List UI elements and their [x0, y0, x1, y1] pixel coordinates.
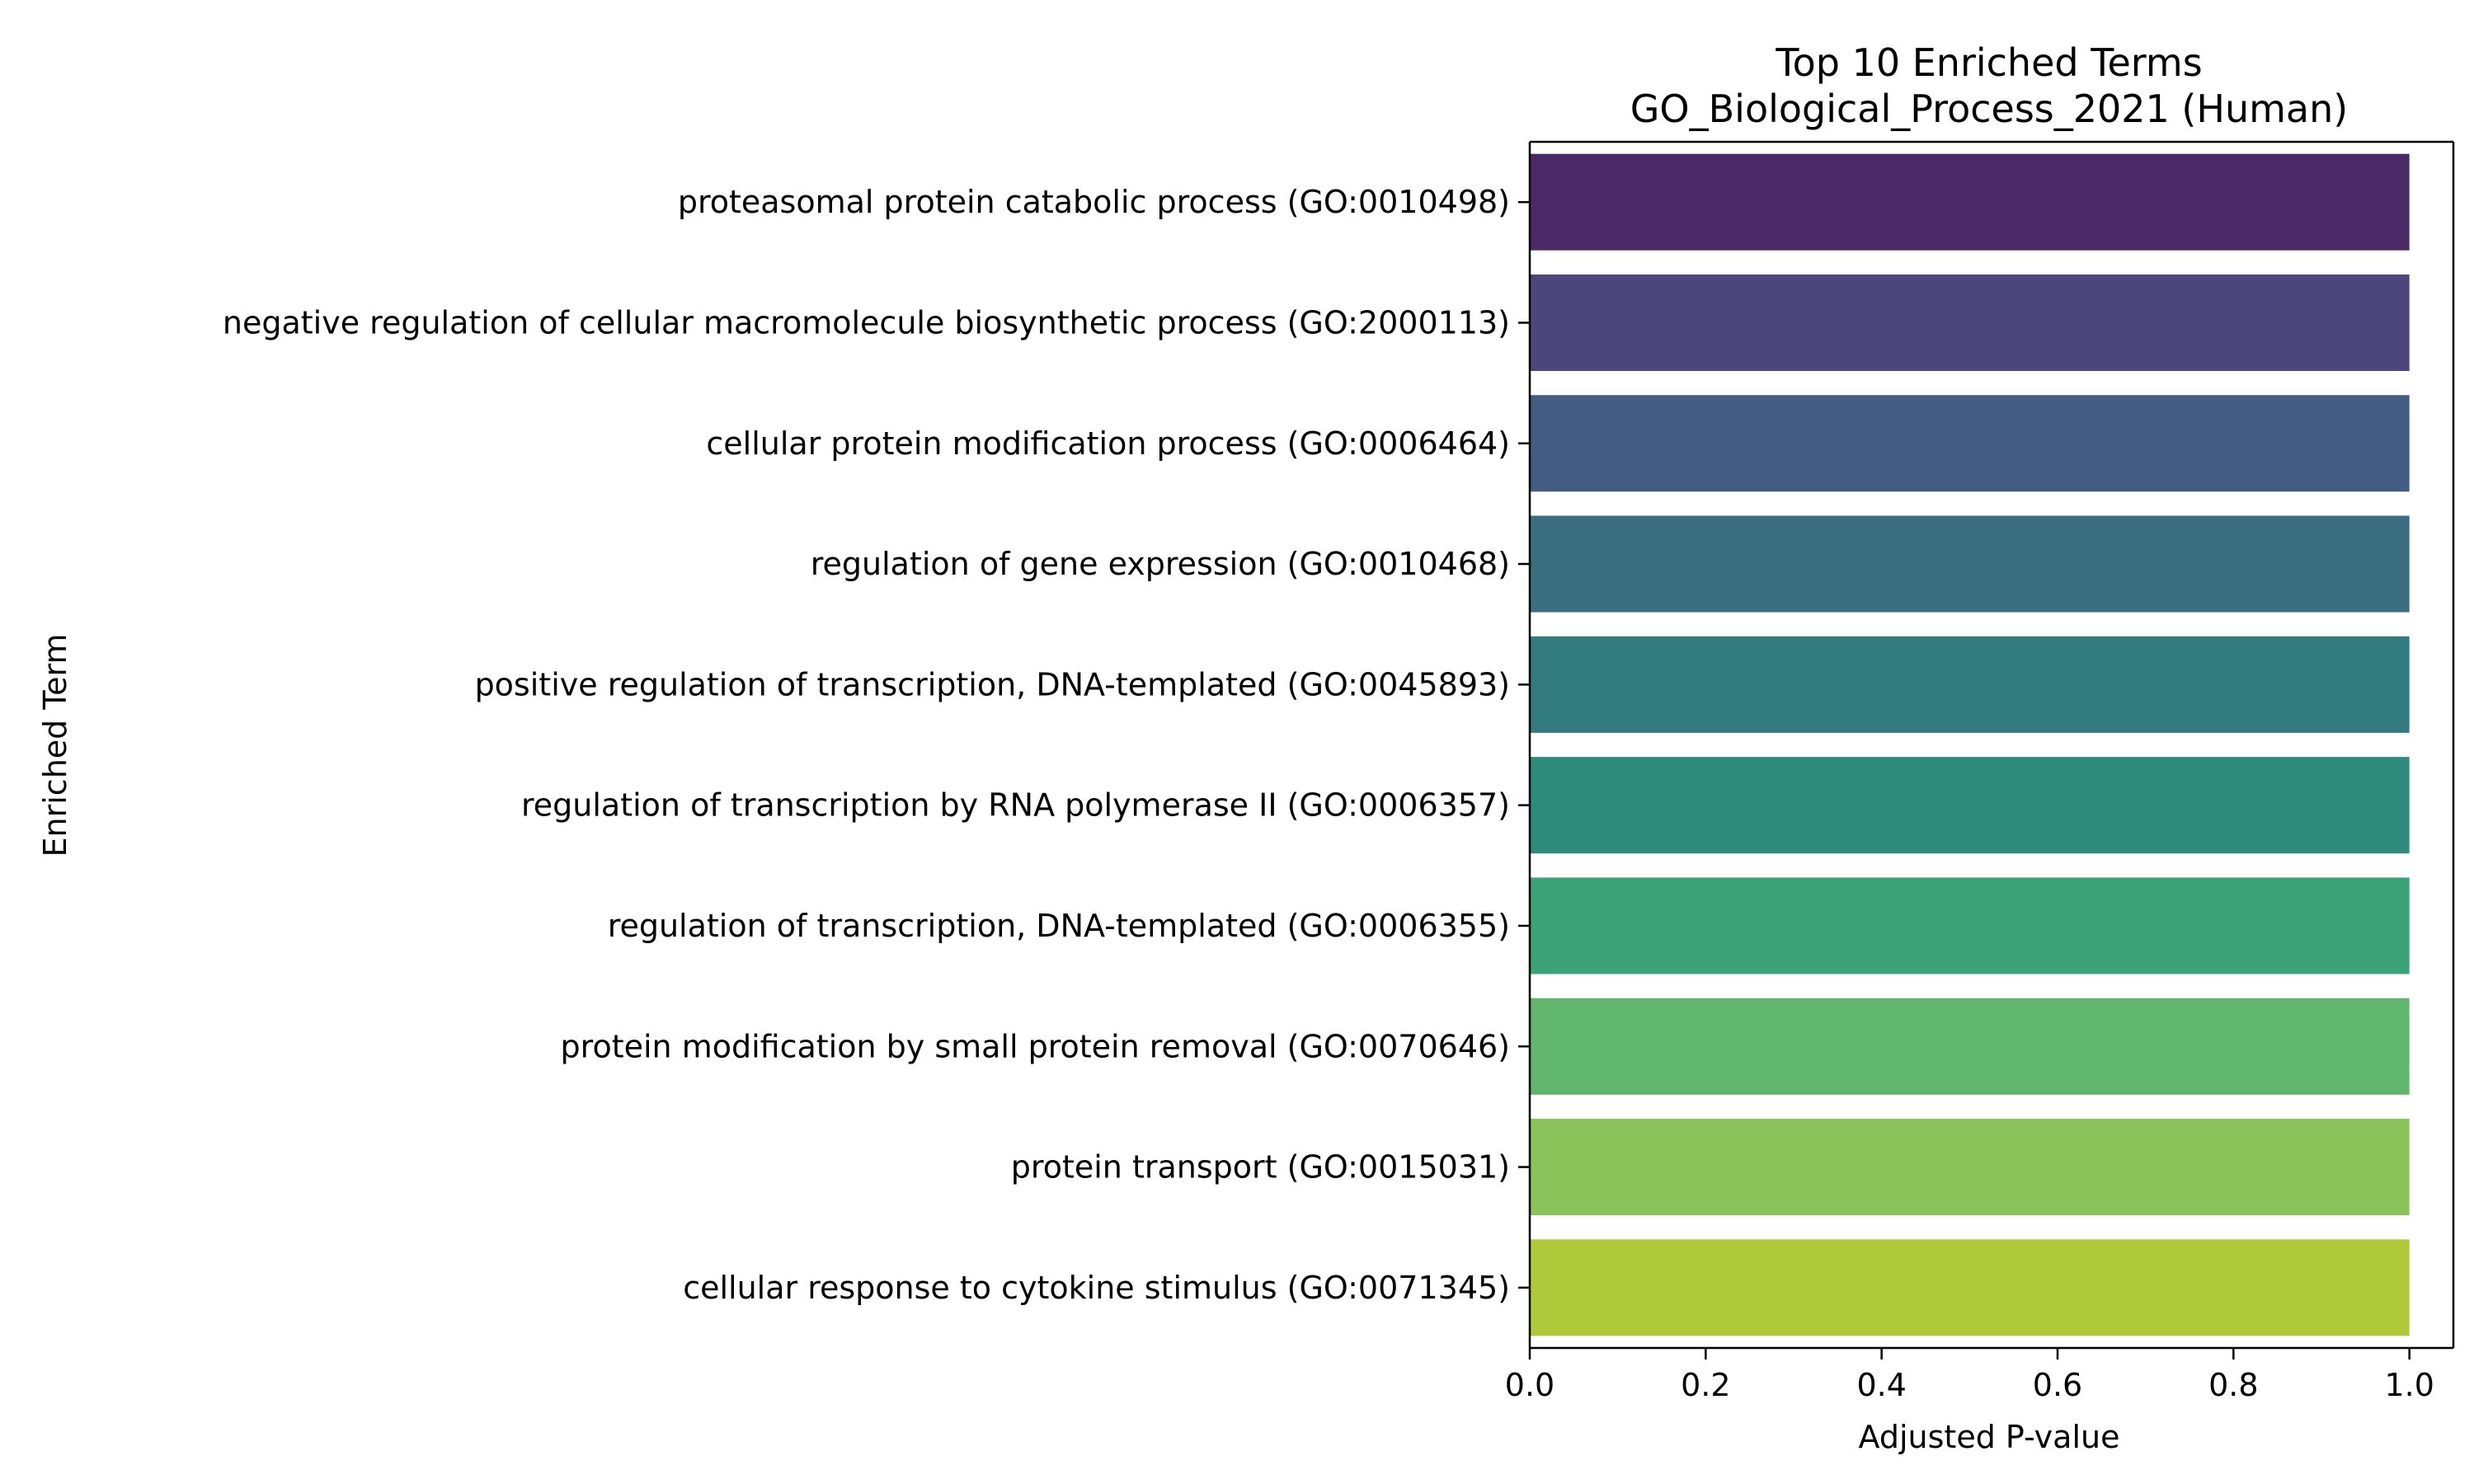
y-tick-label: protein modification by small protein re… [561, 1028, 1510, 1064]
x-tick-label: 0.0 [1505, 1367, 1554, 1403]
x-tick-label: 0.4 [1856, 1367, 1906, 1403]
x-tick-label: 0.2 [1681, 1367, 1730, 1403]
x-tick-label: 0.8 [2208, 1367, 2258, 1403]
x-axis-label: Adjusted P-value [1859, 1419, 2120, 1455]
bar [1530, 153, 2410, 251]
y-tick-labels: proteasomal protein catabolic process (G… [223, 184, 1530, 1306]
y-tick-label: cellular protein modification process (G… [706, 425, 1510, 462]
x-ticks: 0.0 0.2 0.4 0.6 0.8 1.0 [1505, 1348, 2434, 1403]
y-axis-label: Enriched Term [37, 634, 73, 857]
bars [1530, 153, 2410, 1336]
bar [1530, 998, 2410, 1095]
bar [1530, 1239, 2410, 1336]
x-tick-label: 0.6 [2033, 1367, 2082, 1403]
bar [1530, 515, 2410, 613]
y-tick-label: regulation of gene expression (GO:001046… [811, 546, 1510, 582]
y-tick-label: cellular response to cytokine stimulus (… [683, 1270, 1510, 1306]
bar [1530, 395, 2410, 492]
x-tick-label: 1.0 [2384, 1367, 2434, 1403]
chart-subtitle: GO_Biological_Process_2021 (Human) [1630, 87, 2348, 131]
bar [1530, 877, 2410, 974]
y-tick-label: negative regulation of cellular macromol… [223, 304, 1510, 340]
bar [1530, 1119, 2410, 1216]
chart-title: Top 10 Enriched Terms [1775, 40, 2202, 85]
y-tick-label: regulation of transcription by RNA polym… [521, 787, 1510, 824]
y-tick-label: proteasomal protein catabolic process (G… [678, 184, 1510, 220]
y-tick-label: regulation of transcription, DNA-templat… [608, 908, 1510, 944]
bar [1530, 757, 2410, 854]
axes-frame [1528, 140, 2455, 1350]
bar [1530, 274, 2410, 371]
y-tick-label: protein transport (GO:0015031) [1011, 1149, 1510, 1186]
bar [1530, 636, 2410, 733]
y-tick-label: positive regulation of transcription, DN… [475, 666, 1510, 702]
